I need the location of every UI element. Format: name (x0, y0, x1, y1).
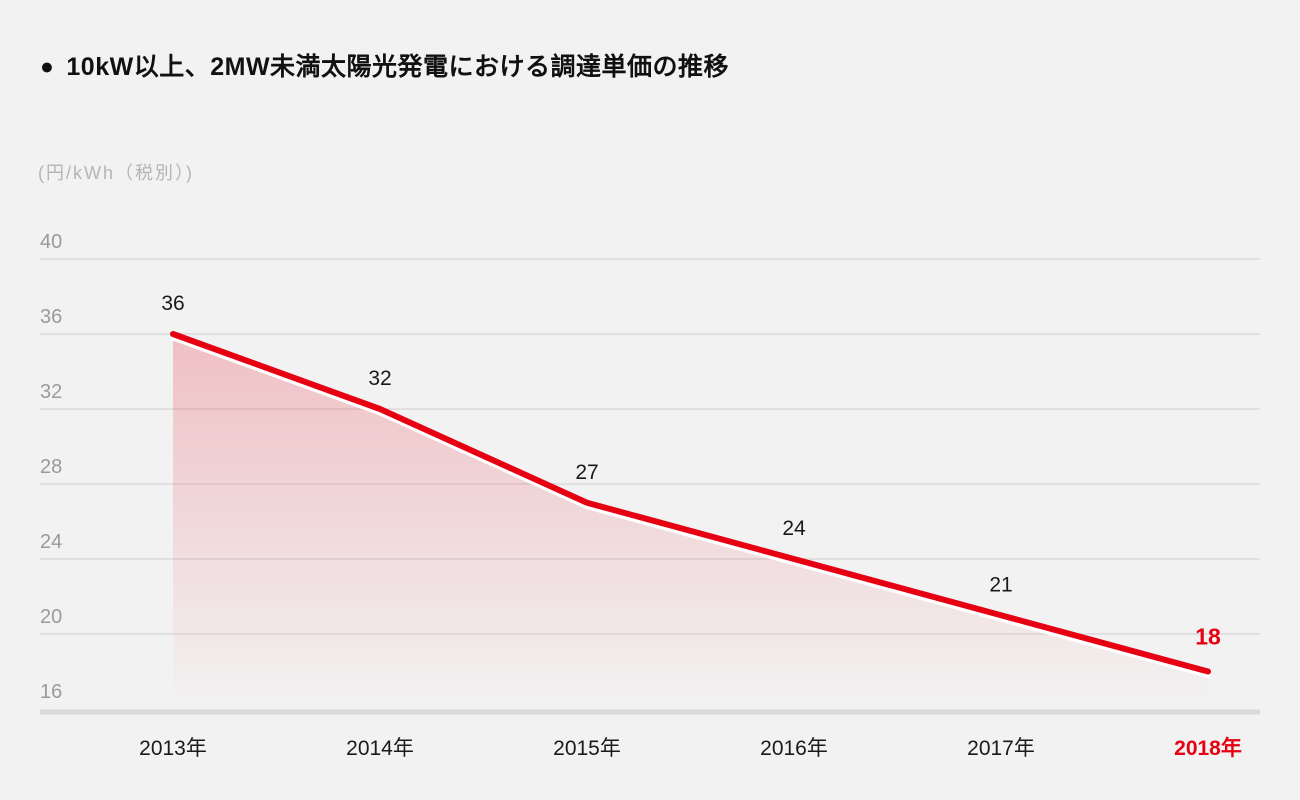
data-label: 36 (161, 292, 184, 315)
y-tick-label: 32 (40, 381, 62, 403)
chart-title: ● 10kW以上、2MW未満太陽光発電における調達単価の推移 (40, 47, 729, 83)
price-line-underlay (171, 336, 1210, 678)
y-tick-label: 36 (40, 306, 62, 328)
y-tick-label: 24 (40, 531, 62, 553)
data-label: 24 (782, 517, 806, 540)
y-tick-label: 28 (40, 456, 62, 478)
y-tick-label: 40 (40, 231, 62, 253)
x-tick-label: 2014年 (346, 737, 414, 760)
x-tick-label-highlight: 2018年 (1174, 736, 1242, 760)
area-fill (173, 334, 1208, 709)
data-label: 27 (575, 461, 598, 484)
x-tick-label: 2016年 (760, 737, 828, 760)
y-tick-label: 16 (40, 681, 62, 703)
price-line (170, 331, 1211, 675)
title-bullet-icon: ● (40, 52, 55, 79)
data-label: 21 (989, 573, 1012, 596)
y-tick-label: 20 (40, 606, 62, 628)
x-tick-label: 2017年 (967, 737, 1035, 760)
x-tick-label: 2013年 (139, 737, 207, 760)
data-label-highlight: 18 (1195, 624, 1221, 650)
chart-title-text: 10kW以上、2MW未満太陽光発電における調達単価の推移 (66, 53, 730, 81)
x-tick-label: 2015年 (553, 737, 621, 760)
y-axis-unit-label: (円/kWh（税別）) (38, 163, 194, 183)
data-label: 32 (368, 367, 391, 390)
